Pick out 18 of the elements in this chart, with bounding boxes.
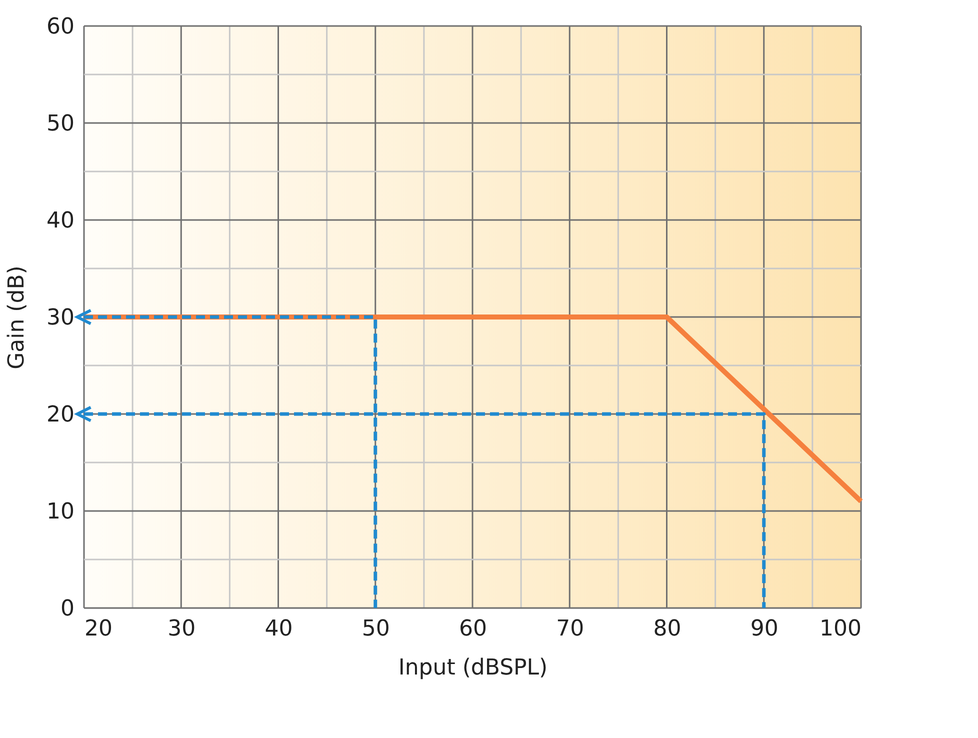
y-tick-label: 30 <box>46 306 74 330</box>
x-tick-label: 60 <box>459 616 487 642</box>
x-axis-title: Input (dBSPL) <box>398 656 548 680</box>
y-tick-label: 60 <box>46 14 74 40</box>
x-tick-label: 90 <box>750 616 778 642</box>
y-tick-label: 20 <box>46 402 74 428</box>
y-tick-label: 50 <box>46 112 74 136</box>
y-tick-label: 0 <box>60 596 74 622</box>
x-tick-label: 50 <box>362 616 390 642</box>
x-tick-label: 20 <box>84 616 112 642</box>
x-tick-label: 70 <box>556 616 584 642</box>
x-tick-label: 30 <box>168 616 196 642</box>
x-tick-label: 100 <box>820 616 862 642</box>
y-axis-title: Gain (dB) <box>4 266 30 370</box>
y-tick-label: 40 <box>46 208 74 234</box>
y-tick-label: 10 <box>46 500 74 524</box>
x-tick-label: 40 <box>264 616 293 642</box>
x-tick-label: 80 <box>653 616 682 642</box>
